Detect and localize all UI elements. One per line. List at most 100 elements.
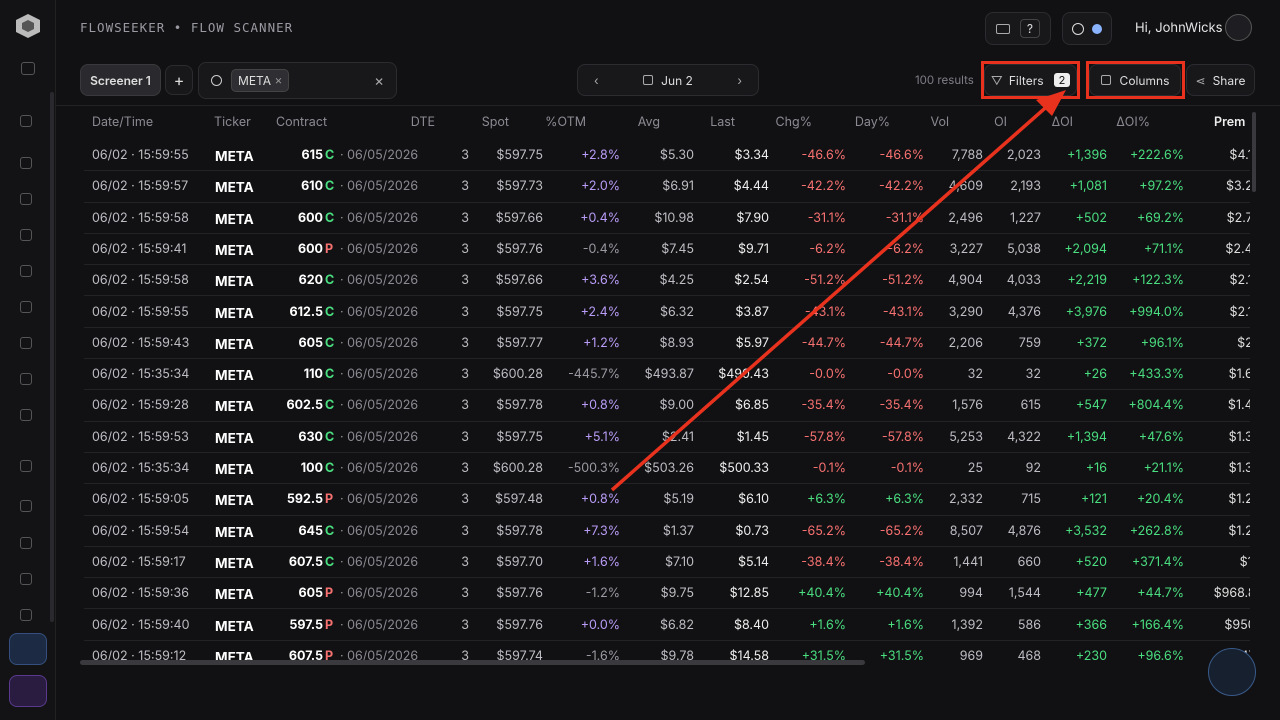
- cell-otm: +0.4%: [580, 210, 620, 226]
- add-tab[interactable]: +: [165, 65, 193, 95]
- cell-exp: · 06/05/2026: [340, 648, 419, 660]
- cell-exp: · 06/05/2026: [340, 210, 419, 226]
- nav-icon[interactable]: [20, 157, 32, 169]
- cell-strike: 607.5: [288, 554, 323, 570]
- table-row[interactable]: 06/02 · 15:59:55 META 612.5 C · 06/05/2026 3 $…: [84, 297, 1250, 328]
- cell-side: P: [325, 241, 334, 257]
- cell-chg: +371.4%: [1132, 554, 1184, 570]
- cell-chg: -44.7%: [801, 335, 846, 351]
- nav-icon[interactable]: [20, 373, 32, 385]
- table-row[interactable]: 06/02 · 15:59:41 META 600 P · 06/05/2026 3 $59…: [84, 234, 1250, 266]
- table-row[interactable]: 06/02 · 15:35:34 META 100 C · 06/05/2026 3 $60…: [84, 453, 1250, 485]
- cell-chg: +97.2%: [1139, 179, 1184, 195]
- cell-n: $3.2M: [1226, 179, 1250, 195]
- nav-icon[interactable]: [20, 301, 32, 313]
- docs-button[interactable]: [9, 633, 47, 665]
- columns-button[interactable]: Columns: [1089, 64, 1181, 96]
- cell-n: $597.66: [495, 210, 543, 226]
- table-row[interactable]: 06/02 · 15:59:12 META 607.5 P · 06/05/2026 3 $…: [84, 641, 1250, 660]
- cell-n: 4,376: [1007, 304, 1041, 320]
- avatar[interactable]: [1225, 14, 1252, 41]
- nav-icon[interactable]: [20, 573, 32, 585]
- table-row[interactable]: 06/02 · 15:59:40 META 597.5 P · 06/05/2026 3 $…: [84, 610, 1250, 641]
- table-row[interactable]: 06/02 · 15:59:17 META 607.5 C · 06/05/2026 3 $…: [84, 547, 1250, 579]
- table-row[interactable]: 06/02 · 15:59:54 META 645 C · 06/05/2026 3 $59…: [84, 516, 1250, 547]
- table-row[interactable]: 06/02 · 15:59:53 META 630 C · 06/05/2026 3 $59…: [84, 422, 1250, 453]
- cell-last: $0.73: [735, 523, 769, 539]
- cell-n: 715: [1021, 492, 1041, 508]
- cell-chg: -57.8%: [803, 429, 846, 445]
- flow-table: Date/Time Ticker Contract DTE Spot %OTM Avg Las…: [84, 106, 1250, 660]
- next-day[interactable]: ›: [737, 72, 742, 88]
- nav-icon[interactable]: [20, 409, 32, 421]
- cell-n: $950K: [1224, 617, 1250, 633]
- nav-icon[interactable]: [20, 193, 32, 205]
- cell-strike: 602.5: [286, 398, 323, 414]
- theme-toggle[interactable]: [1062, 12, 1112, 45]
- cell-side: C: [325, 210, 335, 226]
- table-row[interactable]: 06/02 · 15:35:34 META 110 C · 06/05/2026 3 $60…: [84, 359, 1250, 391]
- nav-icon[interactable]: [20, 229, 32, 241]
- cell-n: 4,876: [1007, 523, 1041, 539]
- nav-home[interactable]: [20, 115, 32, 127]
- table-row[interactable]: 06/02 · 15:59:36 META 605 P · 06/05/2026 3 $59…: [84, 578, 1250, 610]
- chip-remove[interactable]: ×: [274, 73, 283, 88]
- toggle-sidebar[interactable]: [21, 62, 35, 75]
- date-label[interactable]: Jun 2: [661, 72, 693, 88]
- cell-last: $3.34: [734, 148, 769, 163]
- cell-n: 1,576: [952, 398, 983, 414]
- assistant-button[interactable]: [1208, 648, 1256, 696]
- column-header: Chg%: [775, 115, 812, 130]
- sidebar-scrollbar: [50, 92, 54, 622]
- table-row[interactable]: 06/02 · 15:59:58 META 620 C · 06/05/2026 3 $59…: [84, 265, 1250, 297]
- search-box[interactable]: META × ×: [198, 62, 397, 99]
- cell-otm: -1.6%: [585, 648, 620, 660]
- cell-dt: 06/02 · 15:59:55: [92, 304, 189, 320]
- cell-n: 759: [1018, 335, 1041, 351]
- column-header: Spot: [481, 115, 509, 130]
- cell-strike: 592.5: [286, 492, 323, 508]
- column-header: ΔOI%: [1116, 115, 1150, 130]
- nav-icon[interactable]: [20, 537, 32, 549]
- cell-tk: META: [215, 242, 254, 259]
- cell-dt: 06/02 · 15:35:34: [92, 461, 190, 476]
- table-row[interactable]: 06/02 · 15:59:57 META 610 C · 06/05/2026 3 $59…: [84, 171, 1250, 203]
- table-row[interactable]: 06/02 · 15:59:43 META 605 C · 06/05/2026 3 $59…: [84, 328, 1250, 360]
- results-count: 100 results: [915, 73, 974, 87]
- table-row[interactable]: 06/02 · 15:59:05 META 592.5 P · 06/05/2026 3 $…: [84, 484, 1250, 516]
- cell-dt: 06/02 · 15:35:34: [92, 367, 190, 383]
- cell-n: 2,206: [948, 335, 984, 351]
- table-row[interactable]: 06/02 · 15:59:28 META 602.5 C · 06/05/2026 3 $…: [84, 390, 1250, 422]
- cell-dt: 06/02 · 15:59:58: [92, 273, 189, 289]
- cell-chg: -46.6%: [879, 148, 924, 163]
- cell-otm: +2.0%: [581, 179, 620, 195]
- cell-n: $1.37: [662, 523, 694, 539]
- help-button[interactable]: [9, 675, 47, 707]
- prev-day[interactable]: ‹: [594, 72, 599, 88]
- shortcuts-button[interactable]: ?: [985, 12, 1051, 45]
- cell-otm: +7.3%: [583, 523, 620, 539]
- cell-n: $8.93: [659, 335, 694, 351]
- screener-tab[interactable]: Screener 1: [80, 64, 161, 96]
- cell-n: 5,038: [1007, 241, 1041, 257]
- nav-icon[interactable]: [20, 460, 32, 472]
- table-row[interactable]: 06/02 · 15:59:55 META 615 C · 06/05/2026 3 $59…: [84, 140, 1250, 172]
- share-button[interactable]: ⋖ Share: [1186, 64, 1255, 96]
- cell-n: $9.00: [659, 398, 694, 414]
- cell-exp: · 06/05/2026: [340, 335, 419, 351]
- cell-last: $490.43: [718, 367, 769, 383]
- cell-chg: -44.7%: [879, 335, 924, 351]
- table-row[interactable]: 06/02 · 15:59:58 META 600 C · 06/05/2026 3 $59…: [84, 203, 1250, 234]
- nav-icon[interactable]: [20, 265, 32, 277]
- cell-n: $2.1M: [1229, 273, 1250, 289]
- nav-icon[interactable]: [20, 609, 32, 621]
- cell-tk: META: [215, 587, 254, 604]
- cell-last: $6.85: [734, 398, 769, 414]
- cell-n: $6.32: [660, 304, 694, 320]
- search-clear[interactable]: ×: [374, 71, 384, 90]
- nav-icon[interactable]: [20, 337, 32, 349]
- column-header: Date/Time: [92, 115, 154, 130]
- cell-strike: 600: [298, 241, 323, 257]
- nav-icon[interactable]: [20, 500, 32, 512]
- column-header: Ticker: [214, 115, 251, 130]
